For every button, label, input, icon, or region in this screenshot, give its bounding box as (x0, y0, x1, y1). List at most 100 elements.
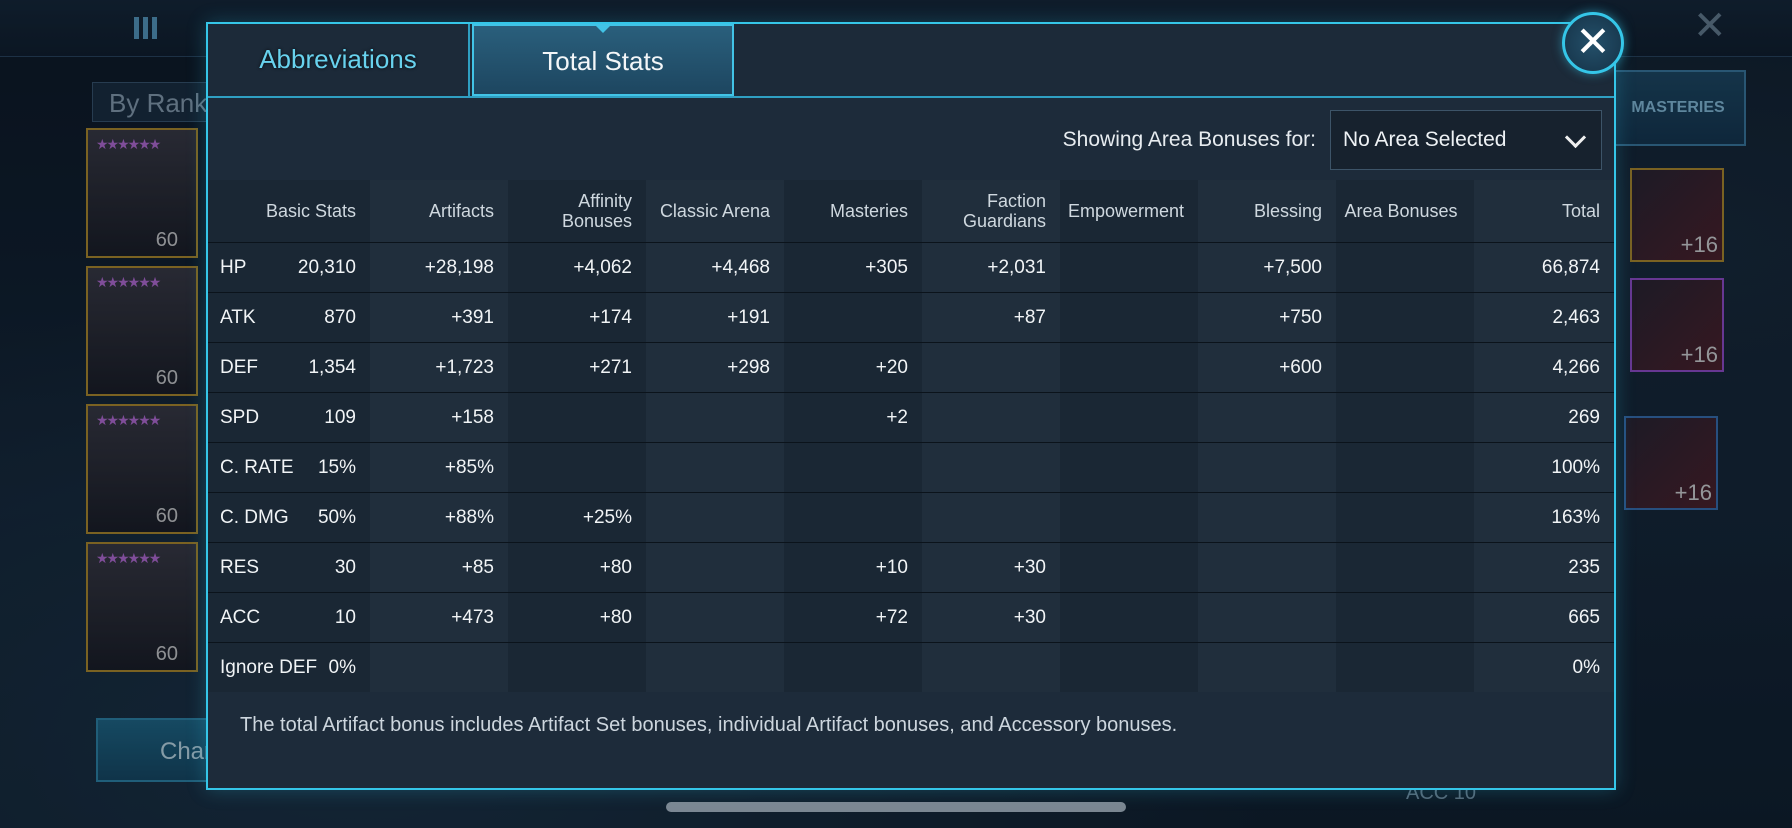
empowerment-cell (1060, 392, 1198, 443)
total-cell: 163% (1474, 492, 1614, 543)
blessing-cell (1198, 492, 1336, 543)
champion-card[interactable]: ★★★★★★ 60 (86, 266, 198, 396)
arena-cell (646, 642, 784, 692)
affinity-cell (508, 442, 646, 493)
champion-list: ★★★★★★ 60 ★★★★★★ 60 ★★★★★★ 60 ★★★★★★ 60 (86, 128, 198, 680)
champion-level: 60 (155, 367, 178, 389)
empowerment-cell (1060, 442, 1198, 493)
gear-slot[interactable]: +16 (1630, 168, 1724, 262)
area-select-dropdown[interactable]: No Area Selected (1330, 110, 1602, 170)
affinity-cell: +80 (508, 542, 646, 593)
basic-stat-cell: C. DMG 50% (208, 492, 370, 543)
area-cell (1336, 542, 1474, 593)
basic-stat-value: 20,310 (297, 256, 356, 278)
artifacts-cell: +1,723 (370, 342, 508, 393)
gear-level: +16 (1680, 232, 1718, 257)
star-rating-icon: ★★★★★★ (96, 550, 161, 566)
empowerment-cell (1060, 292, 1198, 343)
champion-card[interactable]: ★★★★★★ 60 (86, 128, 198, 258)
tab-bar: Abbreviations Total Stats (208, 24, 1614, 98)
champion-level: 60 (155, 643, 178, 665)
basic-stat-cell: DEF 1,354 (208, 342, 370, 393)
affinity-cell: +80 (508, 592, 646, 643)
gear-slot[interactable]: +16 (1624, 416, 1718, 510)
artifacts-cell: +473 (370, 592, 508, 643)
close-icon[interactable]: ✕ (1693, 4, 1727, 48)
faction-cell (922, 442, 1060, 493)
empowerment-cell (1060, 242, 1198, 293)
artifact-bonus-note: The total Artifact bonus includes Artifa… (240, 714, 1178, 736)
artifacts-cell: +85% (370, 442, 508, 493)
col-header-total: Total (1474, 180, 1614, 243)
tab-abbreviations[interactable]: Abbreviations (208, 24, 470, 96)
table-row: RES 30 +85 +80 +10 +30 235 (208, 542, 1614, 593)
affinity-cell (508, 642, 646, 692)
area-cell (1336, 342, 1474, 393)
table-row: HP 20,310 +28,198 +4,062 +4,468 +305 +2,031 +7,… (208, 242, 1614, 293)
col-header-affinity-bonuses: Affinity Bonuses (508, 180, 646, 243)
artifacts-cell: +28,198 (370, 242, 508, 293)
masteries-cell: +10 (784, 542, 922, 593)
close-icon[interactable]: ✕ (1562, 12, 1624, 74)
menu-icon[interactable] (134, 14, 160, 42)
champion-card[interactable]: ★★★★★★ 60 (86, 404, 198, 534)
champion-card[interactable]: ★★★★★★ 60 (86, 542, 198, 672)
gear-level: +16 (1674, 480, 1712, 505)
faction-cell: +2,031 (922, 242, 1060, 293)
chevron-down-icon (1564, 126, 1587, 148)
arena-cell: +298 (646, 342, 784, 393)
basic-stat-cell: ATK 870 (208, 292, 370, 343)
area-cell (1336, 392, 1474, 443)
area-cell (1336, 592, 1474, 643)
star-rating-icon: ★★★★★★ (96, 274, 161, 290)
col-header-classic-arena: Classic Arena (646, 180, 784, 243)
table-row: Ignore DEF 0% 0% (208, 642, 1614, 692)
basic-stat-value: 15% (317, 456, 356, 478)
col-header-faction-guardians: Faction Guardians (922, 180, 1060, 243)
stat-name: RES (220, 556, 260, 578)
arena-cell: +4,468 (646, 242, 784, 293)
affinity-cell (508, 392, 646, 443)
tab-total-stats[interactable]: Total Stats (472, 24, 734, 96)
gear-level: +16 (1680, 342, 1718, 367)
area-bonus-filter: Showing Area Bonuses for: No Area Select… (1063, 110, 1602, 170)
stat-name: Ignore DEF (220, 656, 318, 678)
blessing-cell: +750 (1198, 292, 1336, 343)
total-cell: 235 (1474, 542, 1614, 593)
empowerment-cell (1060, 342, 1198, 393)
empowerment-cell (1060, 492, 1198, 543)
arena-cell (646, 592, 784, 643)
basic-stat-value: 0% (328, 656, 356, 678)
total-cell: 269 (1474, 392, 1614, 443)
area-cell (1336, 492, 1474, 543)
col-header-area-bonuses: Area Bonuses (1336, 180, 1474, 243)
masteries-cell (784, 492, 922, 543)
arena-cell (646, 392, 784, 443)
faction-cell: +30 (922, 542, 1060, 593)
area-bonus-label: Showing Area Bonuses for: (1062, 128, 1316, 151)
arena-cell (646, 542, 784, 593)
area-cell (1336, 292, 1474, 343)
total-cell: 66,874 (1474, 242, 1614, 293)
artifacts-cell: +85 (370, 542, 508, 593)
masteries-cell: +72 (784, 592, 922, 643)
total-stats-modal: Abbreviations Total Stats Showing Area B… (206, 22, 1616, 790)
home-indicator[interactable] (666, 802, 1126, 812)
total-cell: 665 (1474, 592, 1614, 643)
basic-stat-cell: Ignore DEF 0% (208, 642, 370, 692)
arena-cell (646, 442, 784, 493)
blessing-cell: +7,500 (1198, 242, 1336, 293)
basic-stat-value: 870 (324, 306, 356, 328)
basic-stat-cell: SPD 109 (208, 392, 370, 443)
gear-slot[interactable]: +16 (1630, 278, 1724, 372)
col-header-empowerment: Empowerment (1060, 180, 1198, 243)
masteries-cell (784, 292, 922, 343)
stats-table: Basic Stats Artifacts Affinity Bonuses C… (208, 180, 1614, 692)
table-row: ATK 870 +391 +174 +191 +87 +750 2,463 (208, 292, 1614, 343)
blessing-cell (1198, 592, 1336, 643)
masteries-button[interactable]: MASTERIES (1610, 70, 1746, 146)
table-row: C. DMG 50% +88% +25% 163% (208, 492, 1614, 543)
arena-cell (646, 492, 784, 543)
star-rating-icon: ★★★★★★ (96, 136, 161, 152)
champion-level: 60 (155, 229, 178, 251)
